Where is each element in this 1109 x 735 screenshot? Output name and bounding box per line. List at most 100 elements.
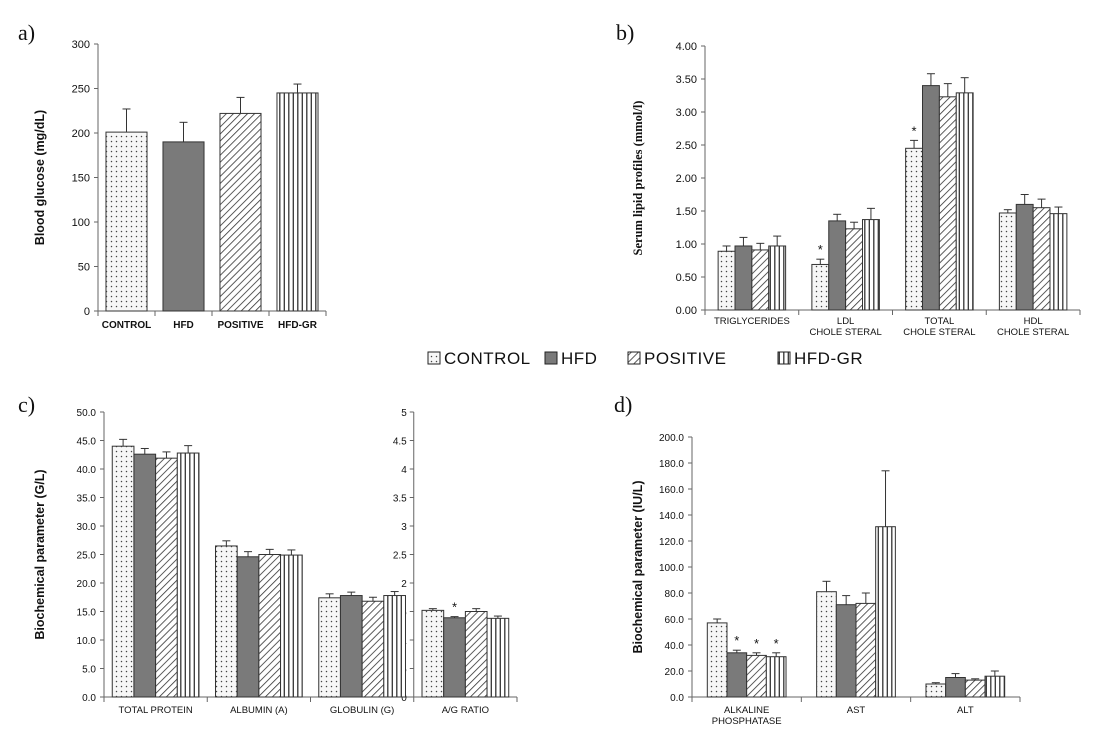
panel-c-chart: c) 0.0 5.0 10.0 15.0 20.0 25.0 30.0 35.0 40.0 45.0… — [18, 392, 518, 716]
bar — [176, 452, 200, 698]
bar — [236, 556, 260, 698]
x-category-label: A/G RATIO — [442, 705, 489, 716]
y-tick-label: 300 — [72, 39, 90, 51]
bar — [258, 554, 282, 698]
y-tick-label: 100.0 — [659, 563, 684, 574]
bar — [421, 609, 445, 698]
y-tick-label: 140.0 — [659, 511, 684, 522]
bar — [105, 131, 148, 312]
y-tick-label: 0 — [84, 306, 90, 318]
y-tick-label: 40.0 — [665, 641, 685, 652]
x-category-label: AST — [847, 705, 866, 716]
bar — [922, 85, 940, 311]
panel-b-chart: b) 0.00 0.50 1.00 1.50 2.00 2.50 3.00 3.50 4.00 Se… — [616, 20, 1081, 338]
y-tick-label: 200.0 — [659, 433, 684, 444]
bar — [746, 654, 767, 698]
bar — [734, 245, 753, 311]
bar — [339, 595, 363, 698]
panel-letter: d) — [614, 392, 632, 417]
y-tick-label: 35.0 — [77, 494, 97, 505]
y-tick-label: 160.0 — [659, 485, 684, 496]
y-tick-label: 40.0 — [77, 465, 97, 476]
bar — [706, 622, 728, 698]
y-tick-label: 120.0 — [659, 537, 684, 548]
legend: CONTROL HFD POSITIVE HFD-GR — [427, 349, 863, 368]
y-axis-label: Blood glucose (mg/dL) — [33, 110, 47, 245]
x-category-label: HDL — [1024, 316, 1043, 327]
x-category-label: CHOLE STERAL — [997, 327, 1069, 338]
bar — [945, 677, 966, 698]
significance-marker: * — [912, 123, 917, 138]
bar — [862, 219, 880, 311]
legend-swatch — [544, 351, 558, 365]
bar — [219, 112, 262, 312]
y-axis-label: Serum lipid profiles (mmol/l) — [631, 101, 645, 256]
panel-letter: b) — [616, 20, 634, 45]
y-tick-label: 0.00 — [676, 305, 697, 317]
bar — [1015, 203, 1034, 311]
bar — [280, 554, 303, 698]
bar — [361, 600, 385, 698]
secondary-y-tick-label: 0 — [401, 693, 407, 704]
y-tick-label: 15.0 — [77, 608, 97, 619]
legend-swatch — [777, 351, 791, 365]
x-category-label: POSITIVE — [217, 320, 263, 331]
legend-label: HFD — [561, 349, 597, 368]
y-tick-label: 1.50 — [676, 206, 697, 218]
bar — [955, 92, 974, 311]
legend-label: CONTROL — [444, 349, 531, 368]
bar — [765, 656, 787, 698]
y-tick-label: 4.00 — [676, 41, 697, 53]
bar — [318, 597, 341, 698]
secondary-y-tick-label: 2.5 — [393, 551, 407, 562]
bar — [768, 245, 787, 311]
bar — [855, 602, 877, 698]
x-category-label: HFD — [173, 320, 194, 331]
bar — [133, 453, 157, 698]
y-tick-label: 20.0 — [77, 579, 97, 590]
significance-marker: * — [774, 636, 779, 651]
x-category-label: TOTAL — [925, 316, 955, 327]
panel-letter: c) — [18, 392, 35, 417]
x-category-label: TRIGLYCERIDES — [714, 316, 790, 327]
legend-swatch — [627, 351, 641, 365]
y-tick-label: 250 — [72, 84, 90, 96]
bar — [464, 611, 488, 698]
y-tick-label: 60.0 — [665, 615, 685, 626]
y-tick-label: 80.0 — [665, 589, 685, 600]
bar — [998, 212, 1017, 311]
y-tick-label: 25.0 — [77, 551, 97, 562]
y-tick-label: 200 — [72, 128, 90, 140]
bar — [486, 617, 510, 698]
y-tick-label: 2.00 — [676, 173, 697, 185]
y-axis-label: Biochemical parameter (IU/L) — [631, 481, 645, 654]
y-tick-label: 5.0 — [82, 665, 96, 676]
y-axis-label: Biochemical parameter (G/L) — [33, 469, 47, 639]
bar — [751, 249, 770, 311]
significance-marker: * — [818, 242, 823, 257]
x-category-label: CHOLE STERAL — [903, 327, 975, 338]
y-tick-label: 3.00 — [676, 107, 697, 119]
bar — [875, 526, 896, 698]
x-category-label: CHOLE STERAL — [809, 327, 881, 338]
y-tick-label: 180.0 — [659, 459, 684, 470]
bar — [111, 445, 135, 698]
x-category-label: GLOBULIN (G) — [330, 705, 394, 716]
bar — [383, 595, 406, 698]
x-category-label: PHOSPHATASE — [712, 716, 782, 727]
panel-a-chart: a) 0 50 100 150 200 250 300 Blood glucose (mg/dL… — [18, 20, 327, 331]
significance-marker: * — [754, 636, 759, 651]
bar — [835, 604, 857, 698]
x-category-label: ALKALINE — [724, 705, 769, 716]
y-tick-label: 2.50 — [676, 140, 697, 152]
bar — [845, 228, 863, 311]
y-tick-label: 0.0 — [82, 693, 96, 704]
bar — [717, 250, 736, 311]
bar — [1032, 207, 1051, 311]
bar — [984, 675, 1006, 698]
secondary-y-tick-label: 3 — [401, 522, 407, 533]
bar — [828, 220, 847, 311]
y-tick-label: 0.0 — [670, 693, 684, 704]
bar — [964, 679, 986, 698]
